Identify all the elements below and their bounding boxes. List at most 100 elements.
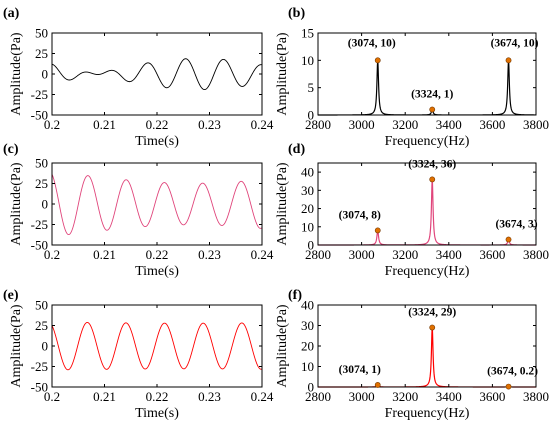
x-tick-label: 3600: [479, 117, 505, 132]
panel-c: (c) 0.2 0.21 0.22 0.23 0.24 -50 -25 0 25 50 Time(s)…: [3, 142, 274, 279]
axes-frame: [51, 304, 263, 388]
x-axis-label: Time(s): [135, 134, 179, 149]
panel-label: (b): [288, 6, 305, 21]
x-tick-label: 2800: [305, 389, 331, 404]
y-tick-label: 0: [308, 380, 315, 395]
y-tick-label: 30: [301, 183, 314, 198]
y-tick-label: 0: [42, 197, 49, 212]
x-tick-label: 0.23: [198, 247, 221, 262]
panel-e: (e) 0.2 0.21 0.22 0.23 0.24 -50 -25 0 25 50 Time(s)…: [3, 288, 274, 421]
x-tick-label: 3200: [392, 389, 418, 404]
y-tick-label: 25: [35, 46, 48, 61]
y-axis-label: Amplitude(Pa): [275, 32, 290, 116]
peak-label: (3674, 0.2): [487, 366, 538, 378]
x-tick-label: 3800: [523, 117, 549, 132]
axes-frame: [317, 162, 537, 246]
y-tick-label: 10: [301, 53, 314, 68]
panel-label: (f): [288, 288, 302, 303]
panel-b: (b) 2800 3000 3200 3400 3600 3800 0 5 10 15 Frequen…: [275, 6, 549, 149]
y-tick-label: -50: [31, 238, 48, 253]
y-tick-label: 10: [301, 219, 314, 234]
peak-marker: [505, 383, 512, 390]
y-tick-label: 50: [35, 298, 48, 313]
panel-a: (a) 0.2 0.21 0.22 0.23 0.24 -50 -25 0 25 50 Time(s)…: [3, 6, 274, 149]
y-axis-label: Amplitude(Pa): [9, 32, 24, 116]
y-tick-label: 20: [301, 201, 314, 216]
x-axis-label: Time(s): [135, 264, 179, 279]
x-tick-label: 0.21: [93, 389, 116, 404]
x-tick-label: 3400: [436, 389, 462, 404]
y-tick-label: 0: [42, 339, 49, 354]
y-tick-label: 50: [35, 26, 48, 41]
x-tick-label: 0.24: [251, 389, 274, 404]
peak-label: (3674, 3): [495, 219, 537, 231]
x-tick-label: 3800: [523, 247, 549, 262]
y-axis-label: Amplitude(Pa): [275, 304, 290, 388]
x-tick-label: 0.23: [198, 117, 221, 132]
y-tick-label: -25: [31, 87, 48, 102]
peak-label: (3324, 1): [411, 89, 453, 101]
peak-marker: [505, 57, 512, 64]
y-tick-label: 25: [35, 318, 48, 333]
axes-frame: [51, 162, 263, 246]
y-tick-label: 20: [301, 339, 314, 354]
series-line: [318, 327, 536, 388]
y-tick-label: 15: [301, 26, 314, 41]
peak-label: (3324, 29): [408, 307, 456, 319]
peak-marker: [505, 236, 512, 243]
peak-marker: [374, 227, 381, 234]
panel-label: (d): [288, 142, 305, 157]
x-tick-label: 0.22: [146, 389, 169, 404]
x-tick-label: 3600: [479, 247, 505, 262]
y-tick-label: 0: [308, 108, 315, 123]
peak-label: (3074, 1): [339, 364, 381, 376]
x-tick-label: 3000: [349, 389, 375, 404]
peak-marker: [374, 57, 381, 64]
y-tick-label: 25: [35, 176, 48, 191]
y-axis-label: Amplitude(Pa): [9, 162, 24, 246]
panel-label: (e): [3, 288, 19, 303]
x-tick-label: 0.24: [251, 117, 274, 132]
peak-label: (3674, 10): [491, 37, 539, 49]
y-tick-label: 50: [35, 156, 48, 171]
x-tick-label: 3400: [436, 117, 462, 132]
x-tick-label: 3200: [392, 117, 418, 132]
x-tick-label: 2800: [305, 247, 331, 262]
x-tick-label: 3000: [349, 247, 375, 262]
y-tick-label: 0: [42, 67, 49, 82]
series-line: [51, 58, 263, 91]
axes-frame: [317, 32, 537, 116]
x-tick-label: 3600: [479, 389, 505, 404]
peak-marker: [429, 324, 436, 331]
x-tick-label: 0.2: [44, 389, 60, 404]
x-tick-label: 0.22: [146, 247, 169, 262]
peak-marker: [429, 106, 436, 113]
peak-marker: [374, 382, 381, 388]
y-tick-label: -50: [31, 380, 48, 395]
x-axis-label: Frequency(Hz): [385, 264, 470, 279]
peak-label: (3074, 10): [348, 37, 396, 49]
y-tick-label: 0: [308, 238, 315, 253]
y-axis-label: Amplitude(Pa): [9, 304, 24, 388]
panel-d: (d) 2800 3000 3200 3400 3600 3800 0 10 20 30 40 Freq…: [275, 142, 549, 279]
y-axis-label: Amplitude(Pa): [275, 162, 290, 246]
x-tick-label: 0.23: [198, 389, 221, 404]
y-tick-label: 40: [301, 165, 314, 180]
x-axis-label: Time(s): [135, 406, 179, 421]
y-tick-label: 40: [301, 298, 314, 313]
x-tick-label: 2800: [305, 117, 331, 132]
y-tick-label: 5: [308, 80, 315, 95]
x-tick-label: 0.24: [251, 247, 274, 262]
x-axis-label: Frequency(Hz): [385, 134, 470, 149]
panel-label: (a): [3, 6, 20, 21]
peak-label: (3074, 8): [339, 209, 381, 221]
y-tick-label: -25: [31, 217, 48, 232]
y-tick-label: -50: [31, 108, 48, 123]
x-tick-label: 0.21: [93, 247, 116, 262]
peak-marker: [429, 176, 436, 183]
x-tick-label: 3000: [349, 117, 375, 132]
x-axis-label: Frequency(Hz): [385, 406, 470, 421]
x-tick-label: 0.21: [93, 117, 116, 132]
x-tick-label: 3800: [523, 389, 549, 404]
